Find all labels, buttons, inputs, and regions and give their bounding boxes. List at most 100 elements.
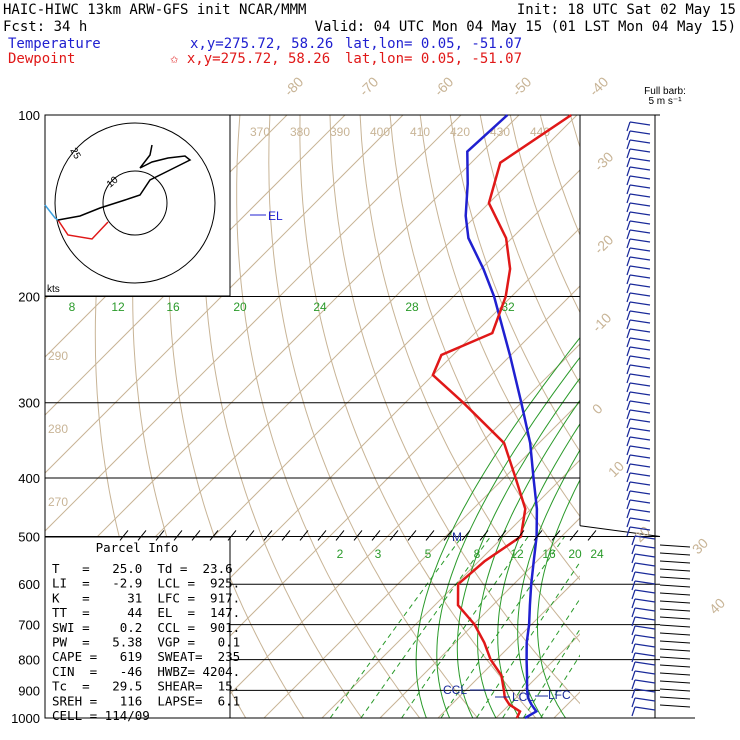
hatch-mark: [353, 530, 363, 541]
dry-adiabat: [539, 115, 580, 237]
hatch-mark: [425, 530, 435, 541]
wind-barb: [634, 643, 656, 648]
wind-barb-flag: [626, 139, 631, 150]
wind-barb: [629, 274, 651, 279]
wind-barb-flag: [631, 553, 636, 564]
hatch-mark: [497, 530, 507, 541]
isotherm-line: [45, 115, 462, 532]
wind-barb: [629, 148, 651, 153]
dry-adiabat: [299, 115, 537, 718]
mixing-ratio-label: 24: [590, 547, 604, 561]
theta-e-label: 420: [450, 125, 470, 139]
temperature-legend: Temperature: [8, 36, 101, 52]
wind-barb-flag: [626, 382, 631, 393]
wind-barb-flag: [626, 526, 631, 537]
wind-barb-flag: [626, 175, 631, 186]
wind-barb-flag: [631, 643, 636, 654]
pressure-tick-label: 900: [18, 683, 40, 698]
wind-barb-flag: [626, 481, 631, 492]
isotherm-tick-label: -50: [509, 73, 535, 99]
wind-barb-flag: [626, 301, 631, 312]
wind-barb: [629, 310, 651, 315]
wind-barb: [634, 616, 656, 621]
hatch-mark: [119, 530, 129, 541]
theta-e-label: 410: [410, 125, 430, 139]
isotherm-line: [437, 575, 580, 718]
parcel-row: SWI = 0.2 CCL = 901.: [52, 620, 240, 635]
wind-barb-lower: [659, 592, 691, 596]
el-marker: EL: [268, 209, 283, 223]
level-markers: EL M LCL LFC CCL: [250, 209, 571, 704]
pressure-tick-label: 300: [18, 396, 40, 411]
hodograph-trace-low: [44, 204, 59, 221]
wind-barb-flag: [626, 490, 631, 501]
barb-legend-line1: Full barb:: [644, 86, 686, 97]
wind-barb: [629, 175, 651, 180]
wind-barb-flag: [631, 580, 636, 591]
parcel-row: PW = 5.38 VGP = 0.1: [52, 635, 240, 650]
parcel-title: Parcel Info: [96, 540, 179, 555]
wind-barb: [629, 301, 651, 306]
wind-barb-lower: [659, 640, 691, 644]
mixing-ratio-label: 16: [166, 300, 180, 314]
isotherm-line: [379, 517, 580, 718]
wind-barb: [629, 139, 651, 144]
moist-adiabat: [536, 478, 580, 718]
theta-label: 290: [48, 349, 68, 363]
theta-e-label: 430: [490, 125, 510, 139]
valid-time: Valid: 04 UTC Mon 04 May 15 (01 LST Mon …: [315, 19, 736, 35]
wind-barb: [634, 670, 656, 675]
parcel-row: LI = -2.9 LCL = 925.: [52, 576, 240, 591]
wind-barb-flag: [626, 166, 631, 177]
hatch-mark: [137, 530, 147, 541]
mixing-ratio-line: [440, 536, 566, 718]
isotherm-line: [495, 633, 580, 718]
dry-adiabat: [721, 115, 740, 718]
mixing-ratio-label: 20: [568, 547, 582, 561]
wind-barb: [629, 409, 651, 414]
dry-adiabat: [359, 115, 580, 643]
wind-barb: [629, 211, 651, 216]
wind-barb: [629, 454, 651, 459]
pressure-tick-label: 600: [18, 577, 40, 592]
isotherm-tick-label: 40: [706, 595, 728, 617]
barb-legend-line2: 5 m s⁻¹: [648, 96, 682, 107]
wind-barb-flag: [631, 688, 636, 699]
wind-barb: [634, 535, 656, 540]
moist-adiabat: [477, 399, 580, 718]
wind-barb: [634, 571, 656, 576]
wind-barb-flag: [631, 571, 636, 582]
isotherm-line: [205, 343, 580, 718]
wind-barb: [629, 265, 651, 270]
hatch-mark: [227, 530, 237, 541]
wind-barb: [634, 697, 656, 702]
wind-barb-flag: [631, 616, 636, 627]
mixing-ratio-label: 5: [425, 547, 432, 561]
dewpoint-latlon: lat,lon= 0.05, -51.07: [345, 51, 522, 67]
hatch-mark: [191, 530, 201, 541]
pressure-tick-label: 1000: [11, 711, 40, 726]
pressure-tick-label: 400: [18, 471, 40, 486]
wind-barb-lower: [659, 664, 691, 668]
wind-barb-flag: [626, 427, 631, 438]
hatch-mark: [569, 530, 579, 541]
wind-barb: [634, 607, 656, 612]
wind-barb-flag: [626, 130, 631, 141]
dry-adiabat: [661, 115, 740, 718]
parcel-row: K = 31 LFC = 917.: [52, 590, 240, 605]
wind-barb: [634, 679, 656, 684]
wind-barb: [629, 382, 651, 387]
dry-adiabat: [691, 115, 740, 718]
wind-barb-flag: [626, 319, 631, 330]
wind-barb: [629, 247, 651, 252]
hatch-mark: [461, 530, 471, 541]
dry-adiabat: [268, 115, 479, 718]
hatch-mark: [551, 530, 561, 541]
init-time: Init: 18 UTC Sat 02 May 15: [517, 2, 736, 18]
hatch-mark: [479, 530, 489, 541]
wind-barb-flag: [626, 265, 631, 276]
wind-barb-lower: [659, 568, 691, 572]
wind-barb-lower: [659, 688, 691, 692]
wind-barb-lower: [659, 584, 691, 588]
temperature-latlon: lat,lon= 0.05, -51.07: [345, 36, 522, 52]
